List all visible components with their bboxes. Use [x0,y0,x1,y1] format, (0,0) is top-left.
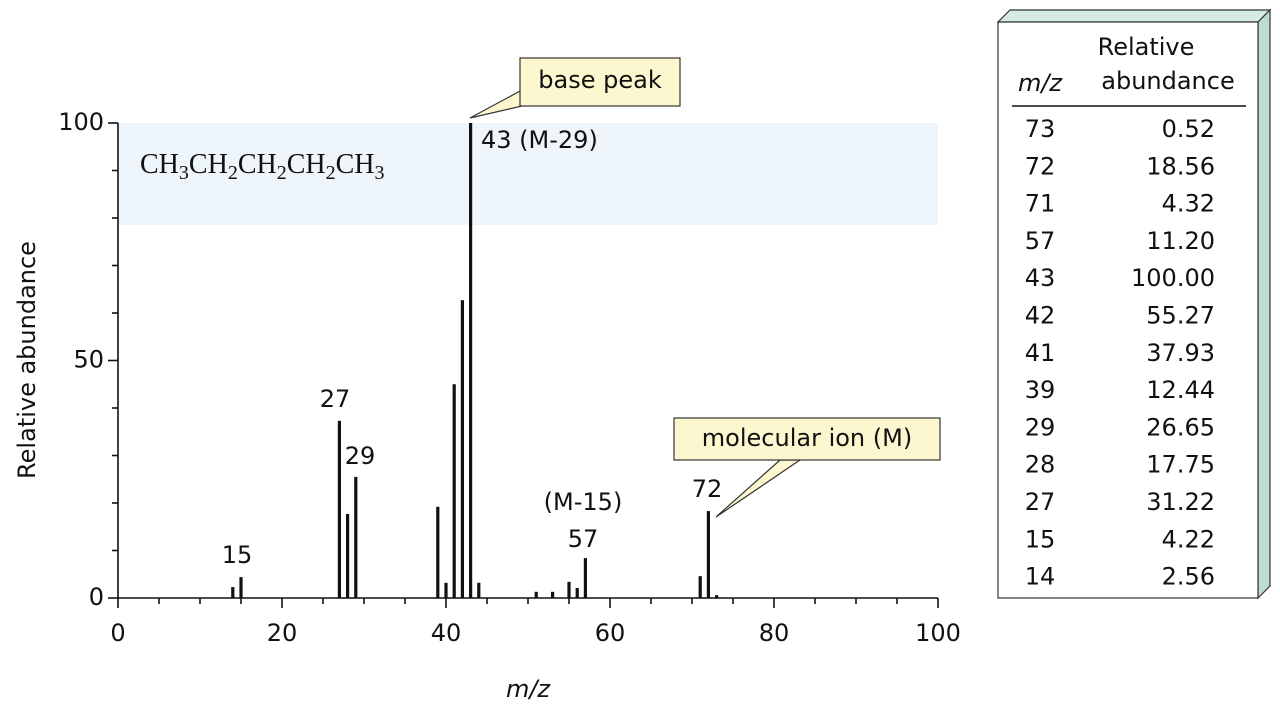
table-box-top [996,9,1272,23]
bar [715,595,719,598]
bar [477,582,481,598]
table-cell: 14 [1025,563,1056,591]
bar [583,558,587,598]
table-cell: 72 [1025,152,1056,180]
annotation: 27 [320,385,351,413]
table-cell: 71 [1025,190,1056,218]
bar [706,511,710,598]
x-tick-label: 100 [915,619,961,647]
table-cell: 57 [1025,227,1056,255]
bar [452,384,456,598]
formula-background [118,123,938,225]
table-cell: 37.93 [1146,339,1215,367]
table-header: abundance [1101,67,1234,95]
table-cell: 4.22 [1162,525,1215,553]
bar [567,581,571,598]
table-cell: 2.56 [1162,563,1215,591]
y-axis-title: Relative abundance [13,241,41,479]
annotation: 72 [692,475,723,503]
y-tick-label: 50 [73,346,104,374]
table-cell: 4.32 [1162,190,1215,218]
table-header: m/z [1018,69,1063,97]
bar [231,587,235,598]
table-cell: 42 [1025,302,1056,330]
y-tick-label: 0 [89,583,104,611]
bar [346,513,350,598]
table-cell: 18.56 [1146,152,1215,180]
table-cell: 28 [1025,451,1056,479]
callout-box [519,57,681,107]
annotation: molecular ion (M) [702,424,912,452]
bar [239,577,243,598]
callout-pointer [715,459,802,518]
table-cell: 15 [1025,525,1056,553]
bar [337,420,341,598]
table-cell: 17.75 [1146,451,1215,479]
x-tick-label: 80 [759,619,790,647]
formula: CH3CH2CH2CH2CH3 [140,149,385,183]
annotation: 29 [345,442,376,470]
table-cell: 55.27 [1146,302,1215,330]
table-cell: 29 [1025,413,1056,441]
bar [698,576,702,598]
annotation: 57 [568,525,599,553]
bar [575,588,579,598]
table-box [997,21,1259,599]
bar [551,591,555,598]
table-cell: 27 [1025,488,1056,516]
table-cell: 11.20 [1146,227,1215,255]
table-cell: 31.22 [1146,488,1215,516]
annotation: base peak [538,66,662,94]
annotation: (M-15) [544,488,623,516]
bar [460,300,464,598]
x-tick-label: 40 [431,619,462,647]
annotation: 15 [222,541,253,569]
callout-pointer [469,88,523,119]
table-cell: 12.44 [1146,376,1215,404]
bar [534,591,538,598]
table-header: Relative [1098,33,1195,61]
table-cell: 41 [1025,339,1056,367]
bar [354,476,358,598]
callout-box [673,417,941,461]
x-tick-label: 20 [267,619,298,647]
annotation: 43 (M-29) [481,126,598,154]
y-tick-label: 100 [58,108,104,136]
table-cell: 0.52 [1162,115,1215,143]
table-cell: 100.00 [1131,264,1215,292]
table-box-side [1257,8,1271,600]
x-tick-label: 60 [595,619,626,647]
table-cell: 73 [1025,115,1056,143]
x-tick-label: 0 [110,619,125,647]
x-axis-title: m/z [506,675,551,703]
bar [444,582,448,598]
table-cell: 39 [1025,376,1056,404]
bar [436,506,440,598]
bar [469,123,473,598]
table-cell: 26.65 [1146,413,1215,441]
table-cell: 43 [1025,264,1056,292]
